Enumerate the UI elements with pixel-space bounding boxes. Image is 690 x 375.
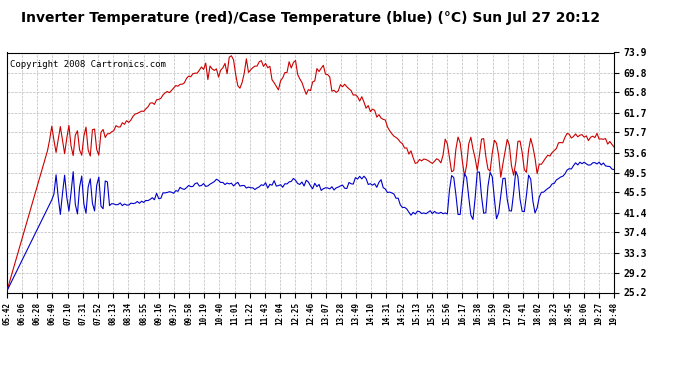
Text: Copyright 2008 Cartronics.com: Copyright 2008 Cartronics.com [10, 60, 166, 69]
Text: Inverter Temperature (red)/Case Temperature (blue) (°C) Sun Jul 27 20:12: Inverter Temperature (red)/Case Temperat… [21, 11, 600, 25]
